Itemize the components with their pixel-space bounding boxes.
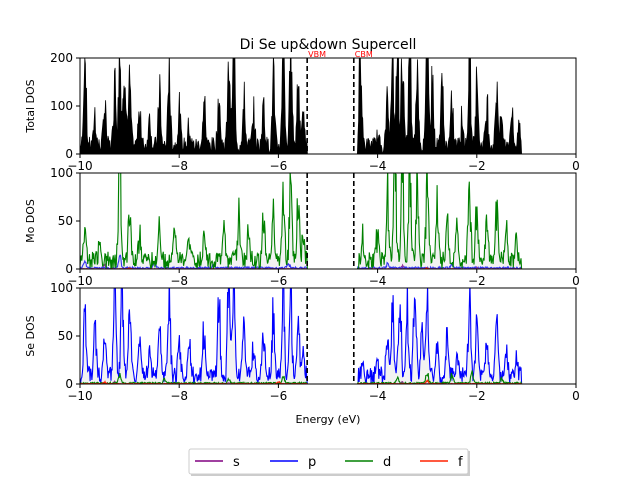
legend-box <box>188 448 469 475</box>
y-tick-label: 0 <box>65 147 73 161</box>
y-axis-label: Total DOS <box>24 79 37 133</box>
x-tick-label: −8 <box>170 274 188 288</box>
y-tick-label: 50 <box>58 329 73 343</box>
series-total-area <box>80 58 576 154</box>
y-axis-label: Mo DOS <box>24 199 37 243</box>
y-tick-label: 50 <box>58 214 73 228</box>
panel-1: 0 50 100 −10 −8 −6 −4 −2 0 Mo DOS <box>24 166 580 288</box>
series-p-shade <box>80 288 576 384</box>
y-tick-label: 100 <box>50 99 73 113</box>
legend-label-p: p <box>308 455 316 470</box>
plot-layer: VBM CBM 0 100 200 −10 −8 −6 −4 −2 0 Total DOS 0 50 100… <box>24 50 580 403</box>
legend-label-s: s <box>233 455 240 470</box>
series-p-line <box>80 288 576 384</box>
x-tick-label: −4 <box>369 389 387 403</box>
legend-label-f: f <box>458 455 463 470</box>
x-tick-label: −6 <box>270 159 288 173</box>
y-tick-label: 200 <box>50 51 73 65</box>
x-tick-label: −10 <box>67 159 92 173</box>
series-d-shade <box>80 173 576 269</box>
x-tick-label: −2 <box>468 159 486 173</box>
marker-label-vbm: VBM <box>308 50 326 59</box>
x-axis-label: Energy (eV) <box>296 413 361 426</box>
x-tick-label: −8 <box>170 159 188 173</box>
x-tick-label: −6 <box>270 274 288 288</box>
panel-plot-area <box>80 58 576 154</box>
x-tick-label: −4 <box>369 274 387 288</box>
x-tick-label: −10 <box>67 274 92 288</box>
y-tick-label: 100 <box>50 166 73 180</box>
y-tick-label: 100 <box>50 281 73 295</box>
marker-label-cbm: CBM <box>355 50 373 59</box>
chart-title: Di Se up&down Supercell <box>240 37 417 53</box>
panel-2: 0 50 100 −10 −8 −6 −4 −2 0 Se DOS <box>24 281 580 403</box>
series-d-line <box>80 173 576 269</box>
y-tick-label: 0 <box>65 377 73 391</box>
x-tick-label: −8 <box>170 389 188 403</box>
x-tick-label: −2 <box>468 389 486 403</box>
panel-0: VBM CBM 0 100 200 −10 −8 −6 −4 −2 0 Total DOS <box>24 50 580 173</box>
x-tick-label: 0 <box>572 389 580 403</box>
y-tick-label: 0 <box>65 262 73 276</box>
x-tick-label: 0 <box>572 274 580 288</box>
x-tick-label: −4 <box>369 159 387 173</box>
x-tick-label: −6 <box>270 389 288 403</box>
x-tick-label: 0 <box>572 159 580 173</box>
legend-label-d: d <box>383 455 391 470</box>
x-tick-label: −10 <box>67 389 92 403</box>
series-d-shade <box>80 371 576 384</box>
y-axis-label: Se DOS <box>24 315 37 356</box>
x-tick-label: −2 <box>468 274 486 288</box>
